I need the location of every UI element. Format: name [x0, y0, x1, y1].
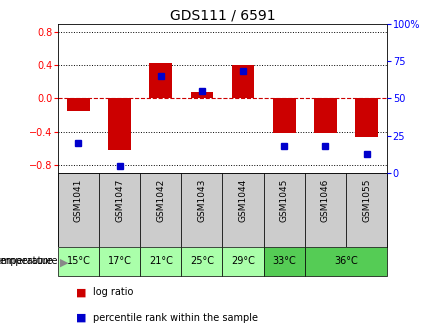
Text: ■: ■: [76, 313, 86, 323]
Text: log ratio: log ratio: [93, 288, 134, 297]
Bar: [273, 98, 295, 133]
Text: ■: ■: [76, 288, 86, 297]
Bar: [58, 173, 99, 247]
Text: GSM1043: GSM1043: [198, 179, 206, 222]
Text: percentile rank within the sample: percentile rank within the sample: [93, 313, 259, 323]
Text: 36°C: 36°C: [334, 256, 358, 266]
Bar: [346, 173, 387, 247]
Bar: [182, 173, 222, 247]
Text: GSM1042: GSM1042: [156, 179, 165, 222]
Bar: [264, 173, 305, 247]
Text: 33°C: 33°C: [272, 256, 296, 266]
Bar: [67, 98, 90, 111]
Bar: [305, 247, 387, 276]
Text: GSM1045: GSM1045: [280, 179, 289, 222]
Text: 21°C: 21°C: [149, 256, 173, 266]
Title: GDS111 / 6591: GDS111 / 6591: [170, 8, 275, 23]
Text: GSM1047: GSM1047: [115, 179, 124, 222]
Text: 25°C: 25°C: [190, 256, 214, 266]
Bar: [99, 173, 140, 247]
Text: GSM1041: GSM1041: [74, 179, 83, 222]
Bar: [314, 98, 337, 133]
Bar: [264, 247, 305, 276]
Bar: [232, 65, 255, 98]
Bar: [150, 64, 172, 98]
Bar: [190, 92, 213, 98]
Bar: [182, 247, 222, 276]
Bar: [99, 247, 140, 276]
Bar: [222, 173, 263, 247]
Bar: [305, 173, 346, 247]
Bar: [140, 247, 182, 276]
Text: 29°C: 29°C: [231, 256, 255, 266]
Bar: [140, 173, 182, 247]
Text: 17°C: 17°C: [108, 256, 132, 266]
Text: GSM1055: GSM1055: [362, 179, 371, 222]
Text: temperature: temperature: [0, 256, 53, 266]
Bar: [355, 98, 378, 137]
Text: GSM1046: GSM1046: [321, 179, 330, 222]
Text: 15°C: 15°C: [66, 256, 90, 266]
Text: temperature: temperature: [0, 256, 58, 266]
Text: GSM1044: GSM1044: [239, 179, 247, 222]
Bar: [108, 98, 131, 150]
Bar: [222, 247, 263, 276]
Text: ▶: ▶: [60, 258, 69, 268]
Bar: [58, 247, 99, 276]
